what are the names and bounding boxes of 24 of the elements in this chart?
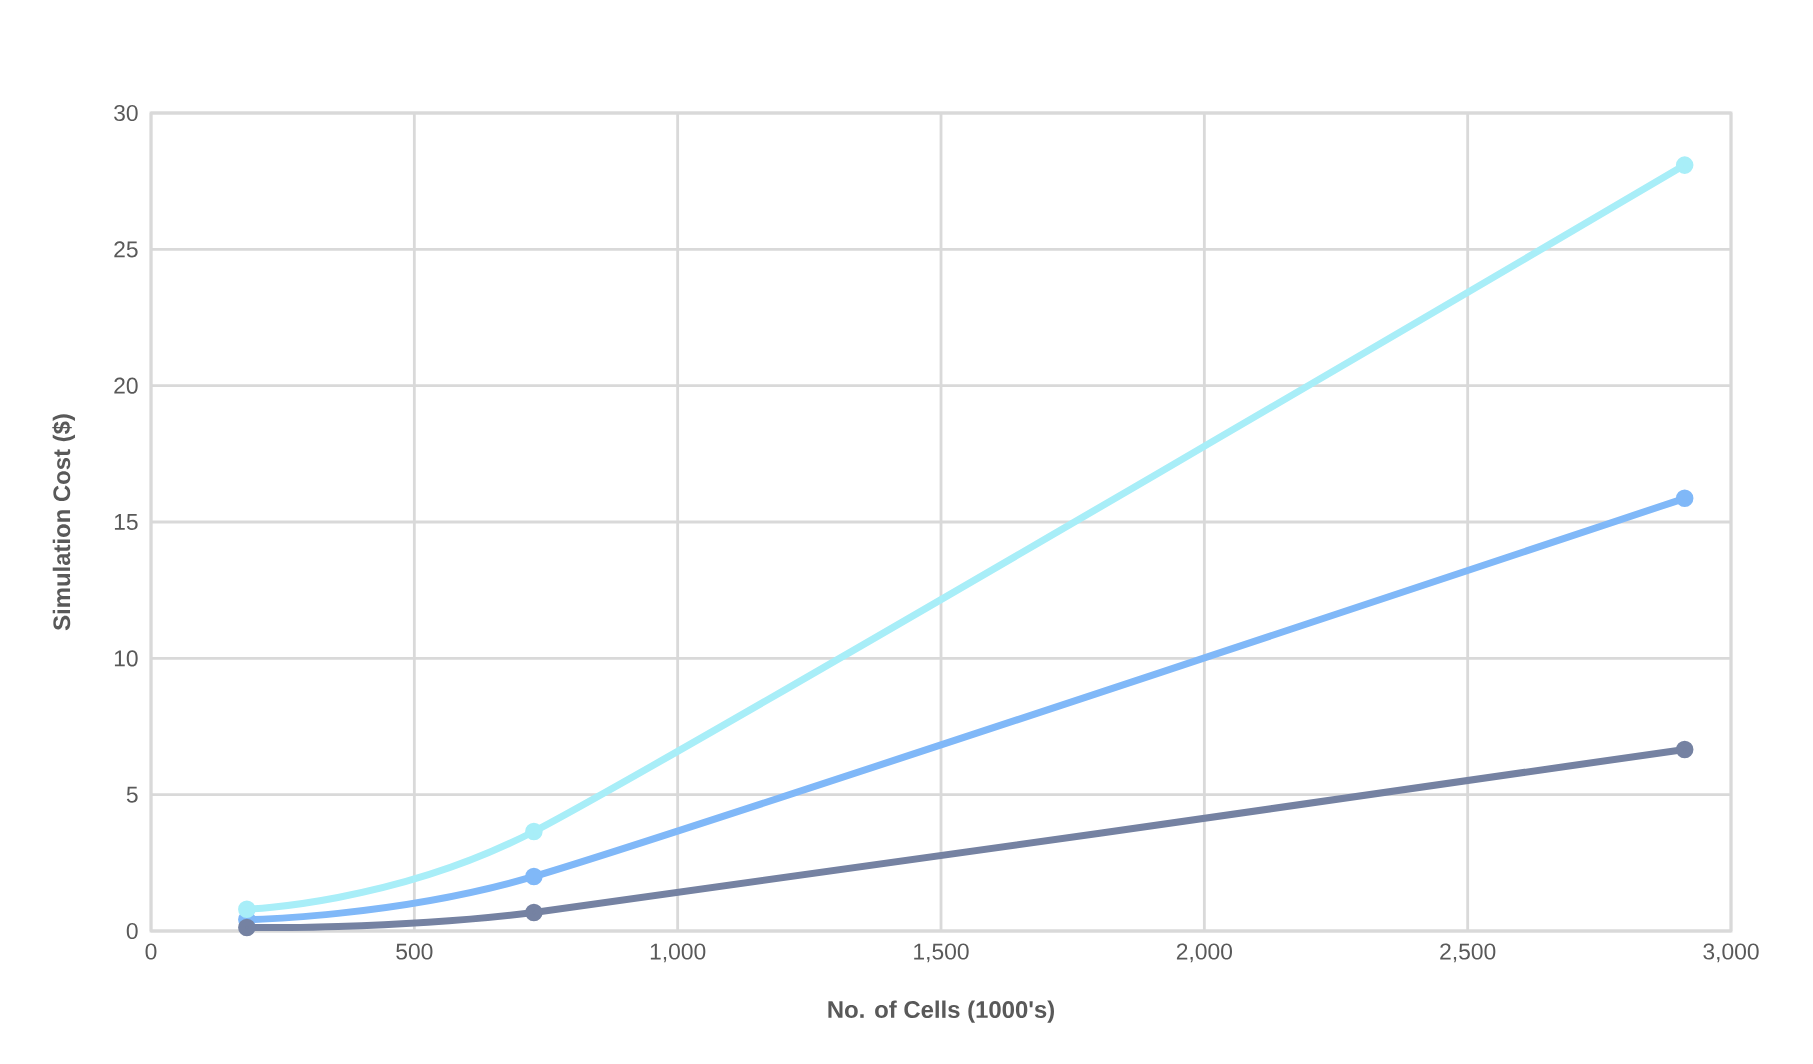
x-tick-label: 0 — [145, 943, 157, 960]
x-tick-label: 2,500 — [1440, 943, 1496, 963]
x-tick-label: 1,000 — [650, 943, 706, 963]
point — [1675, 156, 1694, 174]
y-tick-label: 30 — [114, 104, 138, 122]
x-tick-label: 500 — [396, 943, 433, 960]
point — [238, 900, 256, 918]
y-tick-label: 10 — [114, 650, 138, 667]
point — [525, 822, 543, 841]
x-axis-title: No. of Cells (1000's) — [828, 1000, 1054, 1023]
y-tick-label: 20 — [114, 377, 138, 394]
x-tick-label: 1,500 — [914, 943, 969, 963]
point — [525, 867, 543, 886]
x-tick-label: 3,000 — [1703, 943, 1759, 963]
y-tick-label: 5 — [126, 786, 138, 803]
point — [1675, 740, 1694, 759]
x-tick-label: 2,000 — [1176, 943, 1233, 963]
point — [238, 918, 256, 937]
y-tick-label: 25 — [114, 241, 138, 258]
y-axis-title: Simulation Cost ($) — [52, 414, 75, 631]
y-tick-label: 0 — [126, 922, 138, 940]
point — [1675, 489, 1694, 508]
point — [525, 903, 543, 922]
y-tick-label: 15 — [114, 514, 138, 530]
